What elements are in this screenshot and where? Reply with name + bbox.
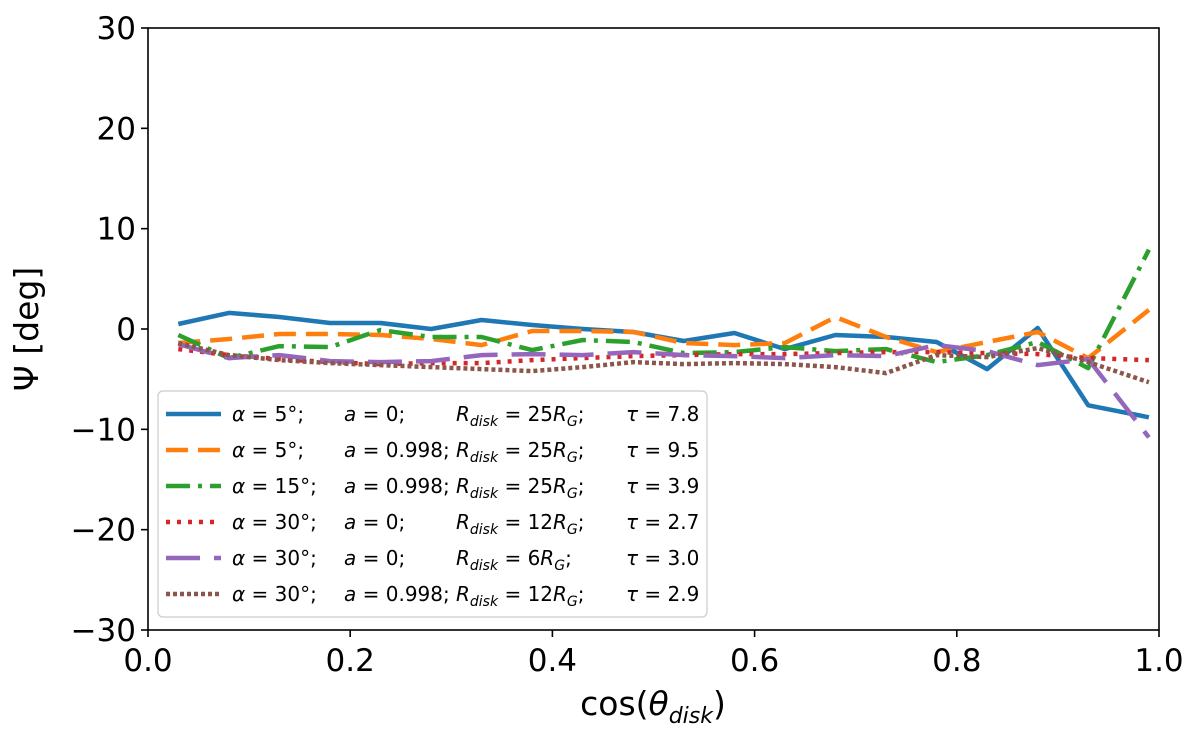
y-tick-label: −20 xyxy=(71,513,136,549)
x-tick-label: 1.0 xyxy=(1134,643,1183,679)
x-axis-label-subscript: disk xyxy=(669,704,715,729)
legend-frame xyxy=(157,390,708,618)
legend-label-alpha: α = 30°; xyxy=(232,582,317,606)
y-tick-label: 10 xyxy=(97,212,136,248)
x-tick-label: 0.8 xyxy=(932,643,981,679)
x-axis-label-main: cos( xyxy=(580,684,648,723)
x-tick-label: 0.6 xyxy=(730,643,779,679)
legend-label-spin: a = 0; xyxy=(344,546,405,570)
plot-frame xyxy=(147,27,1160,631)
legend-label-spin: a = 0; xyxy=(344,402,405,426)
series-line-6 xyxy=(177,340,1150,385)
legend-label-tau: τ = 3.9 xyxy=(626,474,699,498)
series-line-3 xyxy=(177,248,1151,371)
x-axis-label-close: ) xyxy=(713,684,726,723)
legend-label-tau: τ = 9.5 xyxy=(626,438,699,462)
y-axis-ticks: −30 −20 −10 0 10 20 30 xyxy=(71,11,148,649)
legend-label-spin: a = 0.998; xyxy=(344,582,450,606)
y-tick-label: 30 xyxy=(97,11,136,47)
y-tick-label: −30 xyxy=(71,613,136,649)
legend-label-spin: a = 0.998; xyxy=(344,474,450,498)
legend-label-radius: Rdisk = 25RG; xyxy=(456,402,585,430)
series-layer xyxy=(177,248,1151,439)
legend-label-radius: Rdisk = 12RG; xyxy=(456,582,585,610)
x-tick-label: 0.0 xyxy=(123,643,172,679)
x-axis-label-theta: θ xyxy=(649,684,669,723)
legend-label-alpha: α = 30°; xyxy=(232,510,317,534)
legend-label-radius: Rdisk = 12RG; xyxy=(456,510,585,538)
legend-label-radius: Rdisk = 25RG; xyxy=(456,438,585,466)
legend-label-spin: a = 0; xyxy=(344,510,405,534)
x-tick-label: 0.4 xyxy=(528,643,577,679)
legend: α = 5°; a = 0; Rdisk = 25RG; τ = 7.8 α = 5°;… xyxy=(157,390,708,618)
y-axis-label: Ψ [deg] xyxy=(7,267,46,391)
x-axis-label: cos(θdisk) xyxy=(580,684,726,729)
legend-label-alpha: α = 15°; xyxy=(232,474,317,498)
legend-label-spin: a = 0.998; xyxy=(344,438,450,462)
y-tick-label: 0 xyxy=(116,312,136,348)
series-line-2 xyxy=(178,308,1151,361)
legend-label-tau: τ = 7.8 xyxy=(626,402,699,426)
x-axis-ticks: 0.0 0.2 0.4 0.6 0.8 1.0 xyxy=(123,630,1184,679)
legend-label-alpha: α = 30°; xyxy=(232,546,317,570)
legend-label-radius: Rdisk = 25RG; xyxy=(456,474,585,502)
y-tick-label: 20 xyxy=(97,111,136,147)
legend-label-tau: τ = 3.0 xyxy=(626,546,699,570)
y-tick-label: −10 xyxy=(71,412,136,448)
legend-label-alpha: α = 5°; xyxy=(232,402,304,426)
x-tick-label: 0.2 xyxy=(326,643,375,679)
legend-label-alpha: α = 5°; xyxy=(232,438,304,462)
legend-label-radius: Rdisk = 6RG; xyxy=(456,546,572,574)
legend-label-tau: τ = 2.9 xyxy=(626,582,699,606)
legend-label-tau: τ = 2.7 xyxy=(626,510,699,534)
